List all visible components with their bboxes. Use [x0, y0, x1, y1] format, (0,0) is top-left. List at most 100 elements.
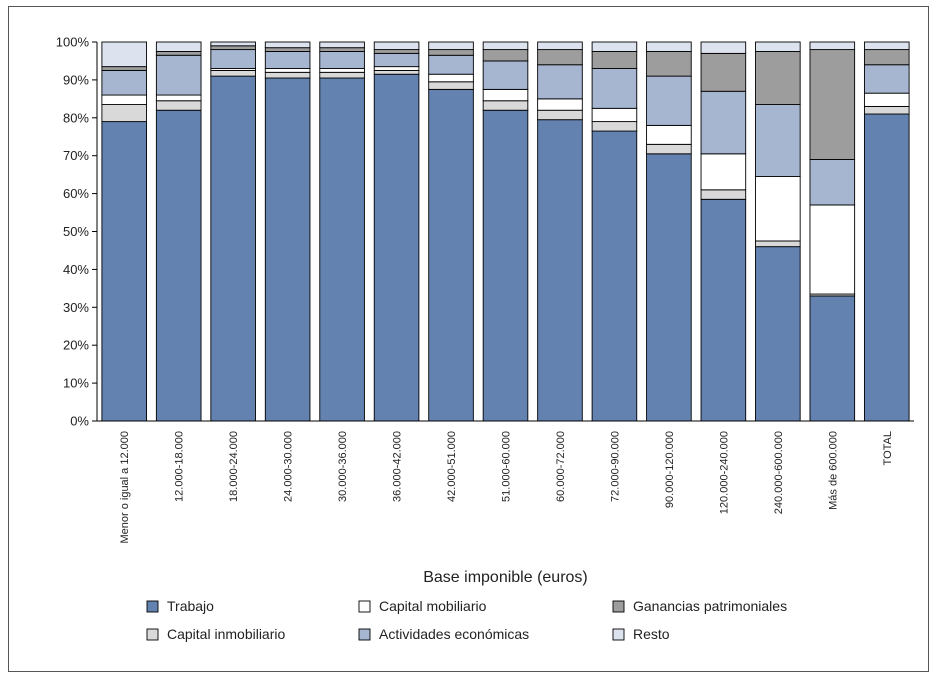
legend-label: Capital mobiliario: [379, 598, 487, 614]
legend-label: Actividades económicas: [379, 626, 529, 642]
bar-segment-11-4: [646, 75, 692, 126]
x-category-label: 72.000-90.000: [609, 431, 621, 502]
x-axis: Menor o igual a 12.000 12.000-18.000 18.00…: [97, 420, 914, 544]
legend-label: Ganancias patrimoniales: [633, 598, 787, 614]
bar-segment-4-2: [264, 71, 311, 79]
legend-swatch: [146, 628, 159, 641]
y-tick-label: 90%: [63, 72, 89, 87]
bar-segment-10-1: [591, 130, 638, 422]
bar-segment-8-2: [482, 100, 529, 111]
plot-area: [101, 41, 910, 422]
x-category-label: 240.000-600.000: [773, 431, 785, 514]
bar-segment-14-1: [809, 295, 856, 422]
bar-segment-5-3: [319, 68, 365, 73]
bar-segment-5-1: [319, 77, 365, 422]
x-category-label: 18.000-24.000: [228, 431, 240, 502]
legend-swatch: [358, 600, 371, 613]
y-tick-label: 40%: [63, 262, 89, 277]
bar-segment-1-6: [101, 41, 148, 68]
y-tick-label: 80%: [63, 110, 89, 125]
bar-segment-3-1: [210, 75, 256, 422]
x-category-label: Menor o igual a 12.000: [119, 431, 131, 544]
bar-segment-14-4: [809, 159, 856, 206]
bar-segment-1-4: [101, 69, 148, 96]
legend-label: Trabajo: [167, 598, 214, 614]
bar-segment-4-3: [264, 68, 311, 73]
bar-segment-3-4: [210, 49, 256, 69]
bar-segment-4-5: [264, 47, 311, 52]
bar-segment-12-4: [700, 90, 747, 155]
bar-segment-7-4: [428, 54, 474, 75]
x-category-label: 51.000-60.000: [501, 431, 513, 502]
bar-segment-15-2: [863, 105, 910, 115]
bar-segment-13-4: [755, 104, 801, 178]
bar-segment-2-2: [155, 100, 202, 111]
bar-segment-6-2: [373, 69, 420, 75]
bar-segment-15-3: [863, 92, 910, 107]
bar-segment-10-3: [591, 107, 638, 123]
legend-item: Capital mobiliario: [358, 598, 487, 614]
bar-segment-6-3: [373, 66, 420, 71]
bar-segment-7-3: [428, 73, 474, 83]
bar-segment-13-6: [755, 41, 801, 52]
bar-segment-2-1: [155, 109, 202, 422]
y-tick-label: 20%: [63, 338, 89, 353]
bar-segment-7-6: [428, 41, 474, 51]
bar-segment-14-6: [809, 41, 856, 51]
bar-segment-15-5: [863, 49, 910, 66]
bar-segment-9-2: [537, 109, 583, 121]
bar-segment-15-4: [863, 64, 910, 94]
y-tick-label: 10%: [63, 376, 89, 391]
bar-segment-12-2: [700, 189, 747, 200]
chart-frame: 0% 10% 20% 30% 40% 50% 60% 70% 80% 90% 100% Menor …: [8, 6, 929, 672]
bar-segment-14-3: [809, 204, 856, 295]
bar-segment-1-1: [101, 121, 148, 422]
bar-segment-11-2: [646, 143, 692, 155]
legend-swatch: [146, 600, 159, 613]
bar-segment-3-5: [210, 45, 256, 51]
y-tick-label: 100%: [56, 35, 90, 50]
x-category-label: 120.000-240.000: [718, 431, 730, 514]
bar-segment-13-1: [755, 246, 801, 422]
bar-segment-5-2: [319, 71, 365, 79]
bar-segment-10-5: [591, 51, 638, 69]
stacked-bar-chart: 0% 10% 20% 30% 40% 50% 60% 70% 80% 90% 100% Menor …: [56, 35, 914, 642]
bar-segment-3-6: [210, 41, 256, 47]
y-tick-label: 60%: [63, 186, 89, 201]
bar-segment-12-3: [700, 153, 747, 191]
bar-segment-2-4: [155, 54, 202, 96]
x-category-label: 42.000-51.000: [446, 431, 458, 502]
x-category-label: TOTAL: [882, 431, 894, 465]
bar-segment-8-4: [482, 60, 529, 90]
x-category-label: 30.000-36.000: [337, 431, 349, 502]
legend-item: Actividades económicas: [358, 626, 529, 642]
legend-item: Ganancias patrimoniales: [612, 598, 787, 614]
bar-segment-12-6: [700, 41, 747, 54]
y-tick-label: 0%: [70, 414, 89, 429]
x-category-label: 12.000-18.000: [174, 431, 186, 502]
bar-segment-14-5: [809, 49, 856, 160]
bar-segment-1-3: [101, 94, 148, 105]
bar-segment-12-1: [700, 198, 747, 422]
bar-segment-6-1: [373, 73, 420, 422]
legend: Trabajo Capital mobiliario Ganancias patri…: [146, 598, 787, 642]
bar-segment-6-5: [373, 49, 420, 54]
bar-segment-1-5: [101, 66, 148, 71]
x-category-label: 36.000-42.000: [392, 431, 404, 502]
legend-item: Capital inmobiliario: [146, 626, 285, 642]
legend-label: Capital inmobiliario: [167, 626, 285, 642]
y-axis: 0% 10% 20% 30% 40% 50% 60% 70% 80% 90% 100%: [56, 35, 98, 429]
bar-segment-7-1: [428, 88, 474, 422]
y-tick-label: 70%: [63, 148, 89, 163]
y-tick-label: 50%: [63, 224, 89, 239]
legend-label: Resto: [633, 626, 670, 642]
bar-segment-9-4: [537, 64, 583, 100]
bar-segment-8-5: [482, 49, 529, 62]
bar-segment-8-1: [482, 109, 529, 422]
bar-segment-4-6: [264, 41, 311, 49]
bar-segment-13-5: [755, 51, 801, 105]
legend-item: Trabajo: [146, 598, 214, 614]
bar-segment-12-5: [700, 52, 747, 92]
bar-segment-9-1: [537, 119, 583, 422]
legend-swatch: [612, 600, 625, 613]
